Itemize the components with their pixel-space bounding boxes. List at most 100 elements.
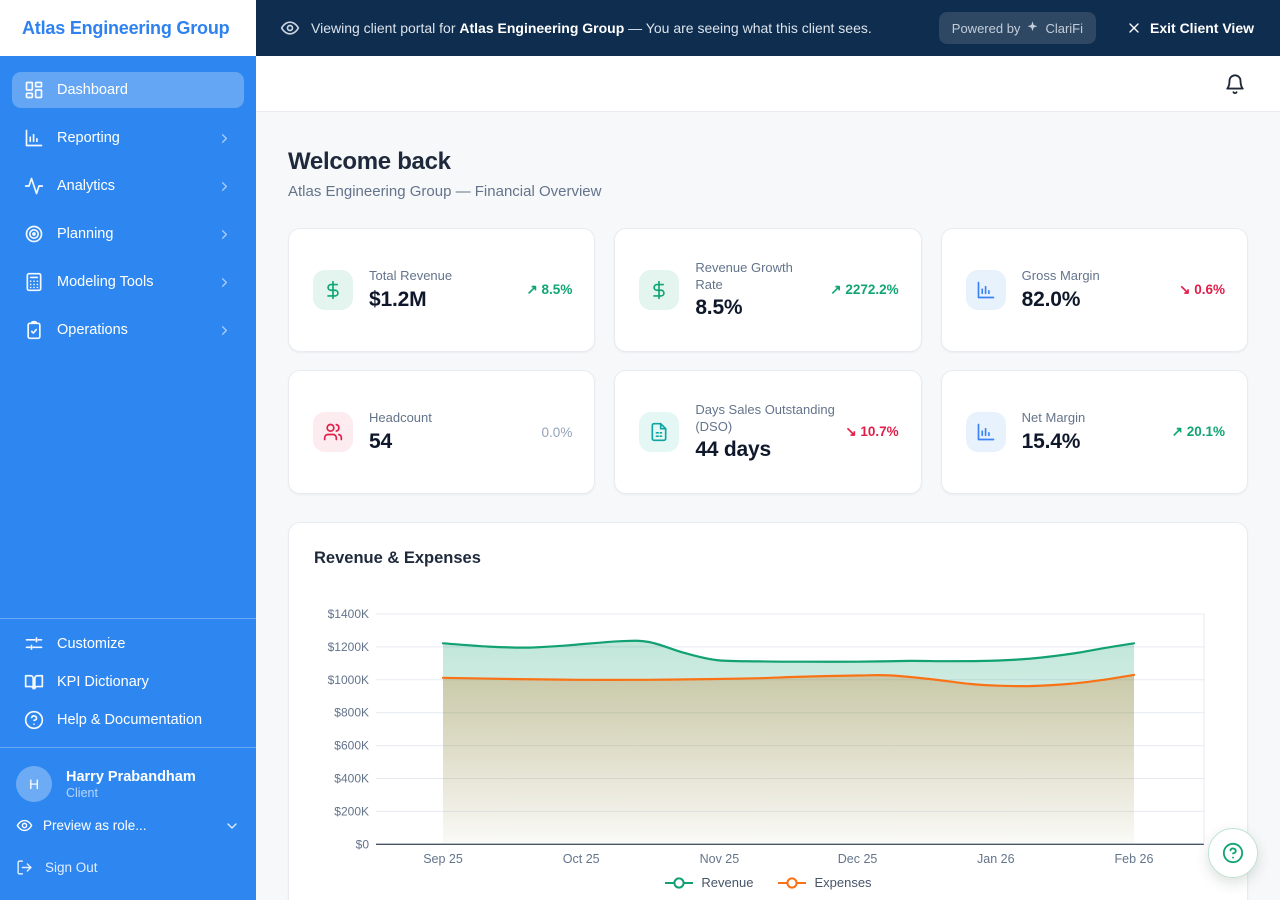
powered-by-button[interactable]: Powered by ClariFi xyxy=(938,12,1096,44)
kpi-value: 44 days xyxy=(695,438,771,462)
book-open-icon xyxy=(24,672,44,692)
svg-text:$800K: $800K xyxy=(334,706,369,720)
kpi-card-total-revenue: Total Revenue $1.2M ↗ 8.5% xyxy=(288,228,596,352)
chevron-right-icon xyxy=(217,323,232,338)
sidebar-item-customize[interactable]: Customize xyxy=(12,625,244,663)
calculator-icon xyxy=(24,272,44,292)
kpi-trend: ↘ 10.7% xyxy=(845,424,899,439)
preview-as-role-dropdown[interactable]: Preview as role... xyxy=(0,810,256,841)
chevron-right-icon xyxy=(217,131,232,146)
legend-marker-icon xyxy=(778,876,807,889)
revenue-expenses-chart: $0 $200K $400K $600K $800K $1000K $1200K $1400K… xyxy=(328,607,1205,866)
chevron-down-icon xyxy=(224,818,240,834)
revenue-expenses-chart-card: Revenue & Expenses $0 $200K $400K $600K $800… xyxy=(288,522,1248,900)
sidebar-item-label: Reporting xyxy=(57,130,120,146)
kpi-label: Revenue Growth Rate xyxy=(695,259,793,292)
banner-message: Viewing client portal for Atlas Engineer… xyxy=(311,20,872,36)
client-view-banner: Viewing client portal for Atlas Engineer… xyxy=(256,0,1280,56)
help-floating-button[interactable] xyxy=(1208,828,1258,878)
sidebar-item-analytics[interactable]: Analytics xyxy=(12,168,244,204)
kpi-text: Gross Margin 82.0% xyxy=(1022,268,1100,312)
legend-item-expenses: Expenses xyxy=(777,875,872,890)
kpi-card-grid: Total Revenue $1.2M ↗ 8.5% Revenue Growt… xyxy=(288,228,1248,494)
kpi-text: Days Sales Outstanding (DSO) 44 days xyxy=(695,402,837,463)
kpi-label: Days Sales Outstanding (DSO) xyxy=(695,401,835,434)
banner-client-name: Atlas Engineering Group xyxy=(459,20,625,36)
sidebar-item-label: KPI Dictionary xyxy=(57,674,149,690)
sidebar-item-help-documentation[interactable]: Help & Documentation xyxy=(12,701,244,739)
kpi-card-days-sales-outstanding-dso: Days Sales Outstanding (DSO) 44 days ↘ 1… xyxy=(614,370,922,494)
sidebar-item-label: Help & Documentation xyxy=(57,712,203,728)
page-subtitle: Atlas Engineering Group — Financial Over… xyxy=(288,183,602,200)
sidebar-item-label: Operations xyxy=(57,322,128,338)
preview-as-role-label: Preview as role... xyxy=(43,818,147,833)
user-role: Client xyxy=(66,786,98,801)
main-content: Welcome back Atlas Engineering Group — F… xyxy=(256,112,1280,900)
kpi-card-headcount: Headcount 54 0.0% xyxy=(288,370,596,494)
sidebar-bottom: Customize KPI Dictionary Help & Document… xyxy=(0,618,256,886)
powered-brand-label: ClariFi xyxy=(1045,20,1083,36)
dollar-icon xyxy=(639,270,680,310)
dollar-icon xyxy=(313,270,353,310)
sidebar-divider xyxy=(0,618,256,619)
kpi-trend: ↗ 8.5% xyxy=(526,282,573,297)
legend-item-revenue: Revenue xyxy=(664,875,753,890)
legend-marker-icon xyxy=(665,876,694,889)
chevron-right-icon xyxy=(217,179,232,194)
sidebar-item-planning[interactable]: Planning xyxy=(12,216,244,252)
kpi-text: Headcount 54 xyxy=(369,410,432,454)
powered-by-label: Powered by xyxy=(951,20,1021,36)
chevron-right-icon xyxy=(217,227,232,242)
sidebar-item-label: Dashboard xyxy=(57,82,128,98)
file-doc-icon xyxy=(639,412,680,452)
notifications-bell-button[interactable] xyxy=(1224,73,1246,95)
sidebar-item-label: Analytics xyxy=(57,178,116,194)
top-header-bar xyxy=(256,56,1280,112)
sidebar-item-dashboard[interactable]: Dashboard xyxy=(12,72,244,108)
log-out-icon xyxy=(16,859,33,876)
sliders-icon xyxy=(24,634,44,654)
sidebar-item-label: Planning xyxy=(57,226,114,242)
legend-label: Expenses xyxy=(814,875,872,890)
target-icon xyxy=(24,224,44,244)
user-profile: H Harry Prabandham Client xyxy=(0,754,256,810)
svg-text:Oct 25: Oct 25 xyxy=(563,852,600,866)
kpi-card-net-margin: Net Margin 15.4% ↗ 20.1% xyxy=(940,370,1248,494)
svg-text:Dec 25: Dec 25 xyxy=(838,852,878,866)
help-circle-icon xyxy=(24,710,44,730)
bar-chart-icon xyxy=(965,270,1006,310)
chart-title: Revenue & Expenses xyxy=(314,549,481,567)
activity-icon xyxy=(24,176,44,196)
sidebar-item-kpi-dictionary[interactable]: KPI Dictionary xyxy=(12,663,244,701)
kpi-label: Total Revenue xyxy=(369,268,453,284)
exit-client-view-button[interactable]: Exit Client View xyxy=(1120,19,1260,37)
sidebar: Dashboard Reporting Analytics Planning M… xyxy=(0,56,256,900)
kpi-trend: 0.0% xyxy=(541,424,573,440)
sidebar-item-label: Modeling Tools xyxy=(57,274,154,290)
sign-out-label: Sign Out xyxy=(45,860,98,875)
sidebar-nav: Dashboard Reporting Analytics Planning M… xyxy=(0,72,256,348)
sidebar-item-reporting[interactable]: Reporting xyxy=(12,120,244,156)
dashboard-icon xyxy=(24,80,44,100)
svg-text:$1400K: $1400K xyxy=(328,607,369,621)
kpi-trend: ↘ 0.6% xyxy=(1179,282,1225,297)
kpi-label: Net Margin xyxy=(1021,410,1086,426)
sign-out-button[interactable]: Sign Out xyxy=(0,849,256,886)
bar-chart-icon xyxy=(24,128,44,148)
svg-text:Nov 25: Nov 25 xyxy=(700,852,740,866)
kpi-value: 8.5% xyxy=(695,296,743,320)
svg-text:$1000K: $1000K xyxy=(328,673,369,687)
kpi-label: Headcount xyxy=(369,410,432,426)
sparkle-icon xyxy=(1026,20,1039,36)
sidebar-item-label: Customize xyxy=(57,636,126,652)
sidebar-item-operations[interactable]: Operations xyxy=(12,312,244,348)
kpi-text: Total Revenue $1.2M xyxy=(369,268,452,312)
exit-client-view-label: Exit Client View xyxy=(1150,20,1254,36)
kpi-text: Revenue Growth Rate 8.5% xyxy=(695,260,822,321)
sidebar-footer-nav: Customize KPI Dictionary Help & Document… xyxy=(0,625,256,739)
svg-text:$400K: $400K xyxy=(334,772,369,786)
chart-legend: Revenue Expenses xyxy=(289,875,1247,890)
sidebar-item-modeling-tools[interactable]: Modeling Tools xyxy=(12,264,244,300)
user-name: Harry Prabandham xyxy=(66,768,196,785)
